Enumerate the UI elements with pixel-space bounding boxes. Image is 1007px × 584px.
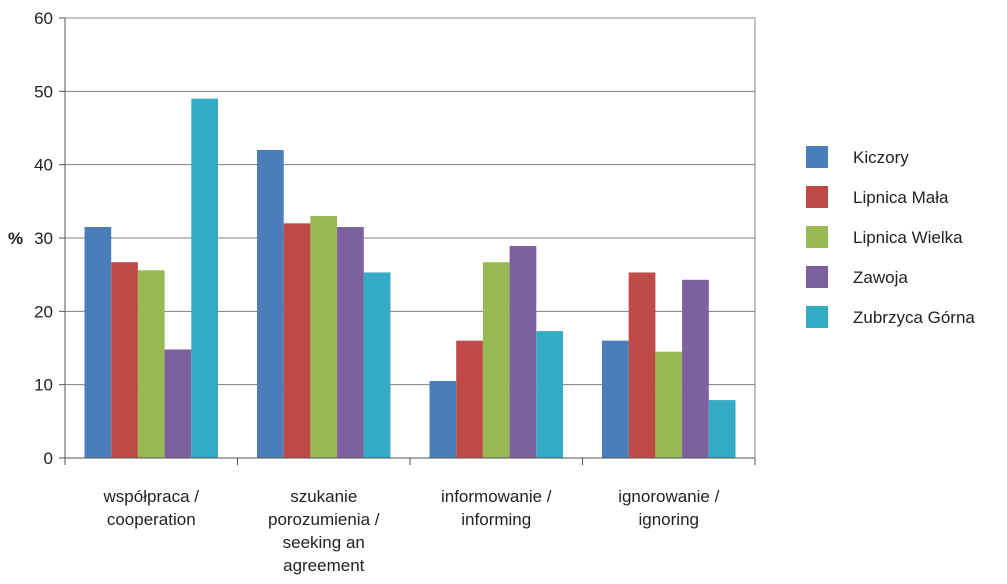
bar: [191, 98, 218, 459]
legend-label: Lipnica Mała: [853, 188, 949, 207]
legend-label: Lipnica Wielka: [853, 228, 963, 247]
legend-swatch: [806, 266, 828, 288]
bar: [337, 227, 364, 458]
bar: [509, 246, 537, 458]
bar: [628, 272, 656, 458]
x-category-label: cooperation: [107, 510, 196, 529]
bar: [257, 150, 284, 458]
x-category-label: szukanie: [290, 487, 357, 506]
legend-swatch: [806, 186, 828, 208]
x-category-label: informing: [461, 510, 531, 529]
y-tick-label: 10: [34, 376, 53, 395]
bar: [310, 216, 338, 458]
bar: [708, 400, 736, 458]
y-tick-label: 60: [34, 9, 53, 28]
legend: Kiczory Lipnica Mała Lipnica Wielka Zawoja Z…: [806, 146, 975, 328]
x-category-label: ignorowanie /: [618, 487, 719, 506]
bar: [602, 340, 629, 458]
y-tick-label: 30: [34, 229, 53, 248]
bar: [456, 340, 483, 458]
x-category-label: porozumienia /: [268, 510, 380, 529]
bars-group: [84, 98, 736, 459]
bar: [164, 349, 192, 458]
legend-label: Kiczory: [853, 148, 909, 167]
bar: [682, 279, 709, 458]
x-category-label: współpraca /: [103, 487, 200, 506]
bar: [655, 351, 683, 458]
bar: [482, 262, 510, 458]
legend-swatch: [806, 226, 828, 248]
axes-group: 0 10 20 30 40 50 60 współpraca / cooperation szuk…: [34, 9, 756, 575]
x-category-label: agreement: [283, 556, 365, 575]
bar: [84, 227, 112, 458]
x-category-label: informowanie /: [441, 487, 552, 506]
y-tick-label: 40: [34, 156, 53, 175]
bar: [111, 262, 138, 458]
bar: [137, 270, 165, 458]
legend-swatch: [806, 306, 828, 328]
bar: [283, 223, 311, 458]
x-category-label: ignoring: [639, 510, 700, 529]
legend-swatch: [806, 146, 828, 168]
legend-label: Zawoja: [853, 268, 908, 287]
y-tick-label: 50: [34, 82, 53, 101]
y-tick-label: 0: [44, 449, 53, 468]
y-tick-label: 20: [34, 302, 53, 321]
x-category-label: seeking an: [283, 533, 365, 552]
bar: [429, 381, 457, 458]
bar: [536, 331, 563, 458]
legend-label: Zubrzyca Górna: [853, 308, 975, 327]
y-axis-label: %: [8, 229, 23, 248]
bar: [363, 272, 391, 458]
